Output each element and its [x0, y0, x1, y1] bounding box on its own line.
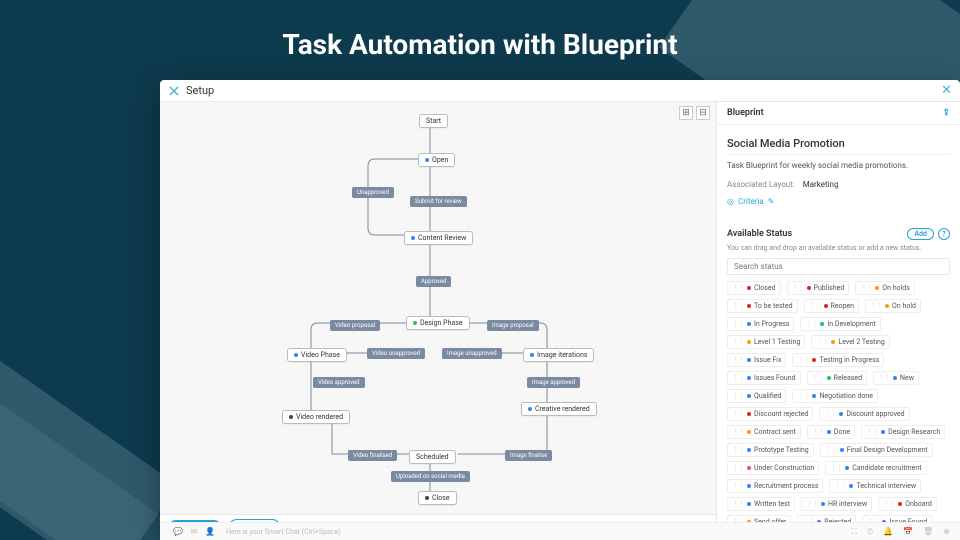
status-chip[interactable]: ⋮⋮Discount rejected — [727, 407, 813, 421]
page-title: Task Automation with Blueprint — [0, 28, 960, 61]
setup-title: Setup — [186, 84, 214, 97]
flow-transition[interactable]: Video unapproved — [367, 348, 425, 359]
status-chip[interactable]: ⋮⋮Under Construction — [727, 461, 819, 475]
status-chip[interactable]: ⋮⋮On hold — [865, 299, 921, 313]
blueprint-name-input[interactable] — [727, 133, 950, 155]
flow-transition[interactable]: Image finalise — [505, 450, 552, 461]
close-icon[interactable]: ✕ — [941, 83, 952, 98]
flow-node-scheduled[interactable]: Scheduled — [409, 450, 456, 464]
flow-node-open[interactable]: Open — [418, 153, 455, 167]
panel-title: Blueprint — [727, 108, 764, 118]
flow-transition[interactable]: Video proposal — [330, 320, 380, 331]
associated-layout: Associated Layout: Marketing — [727, 180, 950, 189]
expand-icon[interactable]: ⛶ — [851, 527, 857, 537]
status-chip[interactable]: ⋮⋮Released — [807, 371, 868, 385]
status-chip[interactable]: ⋮⋮Negotiation done — [792, 389, 878, 403]
flow-node-close[interactable]: Close — [418, 491, 457, 505]
user-icon[interactable]: 👤 — [202, 527, 218, 536]
status-chip[interactable]: ⋮⋮Reopen — [804, 299, 860, 313]
status-search-input[interactable] — [727, 258, 950, 275]
status-chip[interactable]: ⋮⋮Testing in Progress — [792, 353, 884, 367]
flow-transition[interactable]: Image unapproved — [442, 348, 502, 359]
target-icon: ◎ — [727, 197, 734, 206]
available-status-title: Available Status — [727, 229, 792, 239]
drag-hint: You can drag and drop an available statu… — [727, 244, 950, 252]
bell-icon[interactable]: 🔔 — [883, 527, 893, 537]
status-chip[interactable]: ⋮⋮On holds — [855, 281, 915, 295]
status-chip[interactable]: ⋮⋮Qualified — [727, 389, 786, 403]
edit-icon[interactable]: ✎ — [768, 197, 775, 206]
flow-node-image_iterations[interactable]: Image iterations — [523, 348, 594, 362]
blueprint-side-panel: Blueprint ⇪ Task Blueprint for weekly so… — [716, 102, 960, 540]
status-chip[interactable]: ⋮⋮Written test — [727, 497, 795, 511]
status-chip[interactable]: ⋮⋮Onboard — [878, 497, 937, 511]
flow-node-creative_rendered[interactable]: Creative rendered — [521, 402, 597, 416]
status-chip[interactable]: ⋮⋮Level 2 Testing — [811, 335, 889, 349]
status-chip[interactable]: ⋮⋮Done — [807, 425, 855, 439]
status-chip[interactable]: ⋮⋮Recruitment process — [727, 479, 823, 493]
blueprint-description: Task Blueprint for weekly social media p… — [727, 161, 950, 170]
flow-transition[interactable]: Image proposal — [487, 320, 539, 331]
flow-transition[interactable]: Approved — [416, 276, 451, 287]
app-window: Setup ✕ ⊞ ⊟ StartOpenContent ReviewDesig… — [160, 80, 960, 540]
status-chip[interactable]: ⋮⋮In Development — [800, 317, 880, 331]
trash-icon[interactable]: 🗑 — [923, 527, 933, 537]
flow-node-content_review[interactable]: Content Review — [404, 231, 473, 245]
status-chip[interactable]: ⋮⋮Published — [787, 281, 850, 295]
flow-transition[interactable]: Uploaded on social media — [391, 471, 470, 482]
app-header: Setup ✕ — [160, 80, 960, 102]
plus-icon[interactable]: ⊕ — [943, 527, 950, 537]
status-chip[interactable]: ⋮⋮Design Research — [861, 425, 945, 439]
flow-transition[interactable]: Unapproved — [352, 187, 394, 198]
status-chip[interactable]: ⋮⋮Prototype Testing — [727, 443, 814, 457]
status-chip[interactable]: ⋮⋮Final Design Development — [820, 443, 933, 457]
flow-node-video_rendered[interactable]: Video rendered — [282, 410, 350, 424]
timer-icon[interactable]: ⏱ — [867, 527, 873, 537]
status-chip[interactable]: ⋮⋮In Progress — [727, 317, 794, 331]
calendar-icon[interactable]: 📅 — [903, 527, 913, 537]
flow-node-design_phase[interactable]: Design Phase — [406, 316, 470, 330]
status-chip[interactable]: ⋮⋮New — [873, 371, 919, 385]
flow-transition[interactable]: Image approved — [527, 377, 580, 388]
flow-transition[interactable]: Video approved — [313, 377, 365, 388]
status-chip[interactable]: ⋮⋮To be tested — [727, 299, 798, 313]
status-chip[interactable]: ⋮⋮HR interview — [801, 497, 872, 511]
help-icon[interactable]: ? — [938, 228, 950, 240]
flow-node-start[interactable]: Start — [419, 114, 448, 128]
status-chip[interactable]: ⋮⋮Candidate recruitment — [825, 461, 926, 475]
app-footer: 💬 ✉ 👤 Here is your Smart Chat (Ctrl+Spac… — [160, 522, 960, 540]
status-chip[interactable]: ⋮⋮Technical interview — [829, 479, 921, 493]
status-chip[interactable]: ⋮⋮Closed — [727, 281, 781, 295]
mail-icon[interactable]: ✉ — [186, 527, 202, 536]
app-logo-icon — [168, 85, 180, 97]
status-chip[interactable]: ⋮⋮Issue Fix — [727, 353, 786, 367]
share-icon[interactable]: ⇪ — [942, 108, 950, 118]
status-chip[interactable]: ⋮⋮Contract sent — [727, 425, 801, 439]
status-chip[interactable]: ⋮⋮Issues Found — [727, 371, 801, 385]
status-chip[interactable]: ⋮⋮Discount approved — [819, 407, 909, 421]
chat-icon[interactable]: 💬 — [170, 527, 186, 536]
flow-node-video_phase[interactable]: Video Phase — [287, 348, 347, 362]
flow-transition[interactable]: Video finalised — [348, 450, 397, 461]
flow-transition[interactable]: Submit for review — [410, 196, 467, 207]
smart-chat-hint: Here is your Smart Chat (Ctrl+Space) — [226, 528, 341, 536]
add-status-button[interactable]: Add — [907, 228, 934, 240]
flow-canvas[interactable]: ⊞ ⊟ StartOpenContent ReviewDesign PhaseV… — [160, 102, 716, 540]
criteria-link[interactable]: ◎ Criteria ✎ — [727, 197, 950, 206]
status-chip[interactable]: ⋮⋮Level 1 Testing — [727, 335, 805, 349]
